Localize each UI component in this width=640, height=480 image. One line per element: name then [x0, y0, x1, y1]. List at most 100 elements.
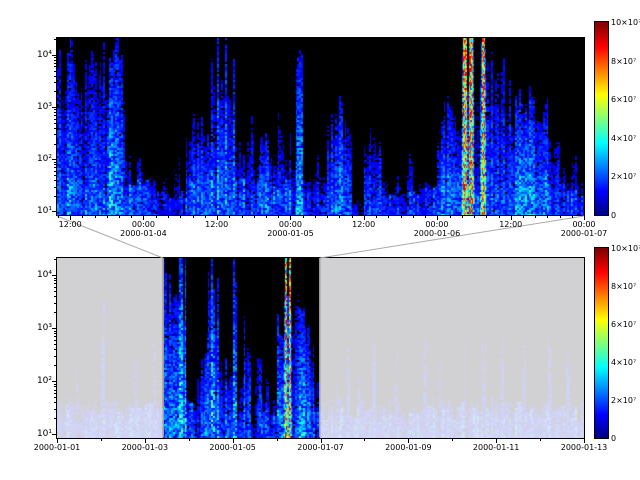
x-tick-day-label: 2000-01-07 — [560, 229, 608, 238]
x-tick-mark — [290, 216, 292, 220]
x-minor-tick-mark — [314, 216, 316, 218]
detail-colorbar-gradient — [595, 22, 608, 215]
x-minor-tick-mark — [100, 439, 102, 441]
colorbar-tick-label: 8×10⁷ — [611, 282, 637, 291]
detail-plot-frame — [56, 37, 585, 216]
x-minor-tick-mark — [461, 216, 463, 218]
x-tick-mark — [363, 216, 365, 220]
x-tick-mark — [70, 216, 72, 220]
x-tick-label: 12:00 — [205, 220, 229, 229]
x-tick-day-label: 2000-01-04 — [120, 229, 167, 238]
x-minor-tick-mark — [327, 216, 329, 218]
x-minor-tick-mark — [351, 216, 353, 218]
colorbar-tick-label: 2×10⁷ — [611, 396, 637, 405]
x-minor-tick-mark — [452, 439, 454, 441]
x-minor-tick-mark — [57, 216, 59, 218]
x-tick-day-label: 2000-01-06 — [413, 229, 461, 238]
colorbar-tick-label: 10×10⁷ — [611, 244, 640, 253]
x-minor-tick-mark — [253, 216, 255, 218]
selection-region[interactable] — [162, 258, 320, 437]
colorbar-tick-label: 4×10⁷ — [611, 358, 637, 367]
colorbar-tick-label: 6×10⁷ — [611, 320, 637, 329]
x-minor-tick-mark — [571, 216, 573, 218]
x-tick-label: 00:00 — [572, 220, 596, 229]
y-tick-label: 10⁴ — [36, 49, 52, 60]
x-minor-tick-mark — [302, 216, 304, 218]
x-tick-day-label: 2000-01-05 — [267, 229, 314, 238]
colorbar-tick-label: 4×10⁷ — [611, 133, 637, 143]
x-tick-mark — [57, 439, 58, 443]
x-tick-label: 12:00 — [58, 220, 82, 229]
x-minor-tick-mark — [204, 216, 206, 218]
x-tick-label: 2000-01-07 — [297, 443, 344, 452]
x-minor-tick-mark — [376, 216, 378, 218]
y-tick-label: 10¹ — [36, 206, 52, 217]
detail-colorbar — [594, 21, 609, 216]
x-tick-label: 12:00 — [499, 220, 523, 229]
x-tick-mark — [320, 439, 322, 443]
x-minor-tick-mark — [339, 216, 341, 218]
x-tick-mark — [510, 216, 512, 220]
y-tick-label: 10⁴ — [36, 270, 52, 281]
x-minor-tick-mark — [449, 216, 451, 218]
x-minor-tick-mark — [535, 216, 537, 218]
x-minor-tick-mark — [131, 216, 133, 218]
x-minor-tick-mark — [425, 216, 427, 218]
x-tick-label: 2000-01-05 — [209, 443, 256, 452]
x-minor-tick-mark — [486, 216, 488, 218]
x-minor-tick-mark — [265, 216, 267, 218]
overview-heatmap[interactable] — [57, 258, 584, 438]
x-minor-tick-mark — [498, 216, 500, 218]
zoom-connector-right — [319, 215, 585, 259]
x-minor-tick-mark — [412, 216, 414, 218]
zoom-connector-left — [56, 215, 164, 259]
colorbar-tick-label: 6×10⁷ — [611, 95, 637, 105]
x-tick-mark — [584, 216, 585, 220]
x-minor-tick-mark — [540, 439, 542, 441]
x-tick-mark — [144, 439, 146, 443]
x-minor-tick-mark — [155, 216, 157, 218]
x-tick-mark — [496, 439, 498, 443]
x-minor-tick-mark — [474, 216, 476, 218]
overview-plot-frame — [56, 257, 585, 439]
x-minor-tick-mark — [94, 216, 96, 218]
x-minor-tick-mark — [192, 216, 194, 218]
y-tick-label: 10¹ — [36, 429, 52, 440]
overview-colorbar — [594, 247, 609, 439]
colorbar-tick-label: 10×10⁷ — [611, 18, 640, 27]
detail-heatmap — [57, 38, 584, 215]
y-tick-label: 10² — [36, 376, 52, 387]
x-minor-tick-mark — [168, 216, 170, 218]
x-tick-label: 2000-01-13 — [560, 443, 608, 452]
x-minor-tick-mark — [278, 216, 280, 218]
x-minor-tick-mark — [119, 216, 121, 218]
x-tick-label: 2000-01-01 — [33, 443, 81, 452]
x-tick-mark — [216, 216, 218, 220]
x-tick-label: 12:00 — [352, 220, 376, 229]
x-minor-tick-mark — [188, 439, 190, 441]
y-tick-label: 10² — [36, 154, 52, 165]
x-minor-tick-mark — [106, 216, 108, 218]
y-tick-label: 10³ — [36, 102, 52, 113]
x-minor-tick-mark — [400, 216, 402, 218]
y-tick-label: 10³ — [36, 323, 52, 334]
x-minor-tick-mark — [559, 216, 561, 218]
x-tick-label: 2000-01-11 — [472, 443, 520, 452]
x-minor-tick-mark — [522, 216, 524, 218]
x-tick-label: 2000-01-09 — [385, 443, 432, 452]
x-minor-tick-mark — [547, 216, 549, 218]
x-minor-tick-mark — [180, 216, 182, 218]
x-tick-mark — [143, 216, 145, 220]
overview-colorbar-gradient — [595, 248, 608, 438]
x-tick-mark — [408, 439, 410, 443]
x-minor-tick-mark — [388, 216, 390, 218]
x-minor-tick-mark — [276, 439, 278, 441]
colorbar-tick-label: 0 — [611, 434, 617, 443]
x-tick-label: 00:00 — [131, 220, 155, 229]
x-tick-label: 00:00 — [425, 220, 449, 229]
x-minor-tick-mark — [229, 216, 231, 218]
x-tick-mark — [232, 439, 234, 443]
x-tick-label: 00:00 — [278, 220, 302, 229]
x-tick-mark — [584, 439, 585, 443]
